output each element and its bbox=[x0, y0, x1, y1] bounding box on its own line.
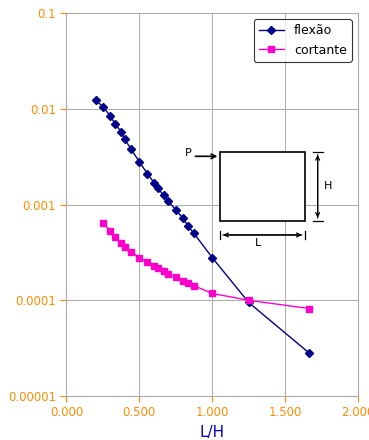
Line: flexão: flexão bbox=[93, 96, 313, 356]
flexão bbox=[173, 207, 178, 213]
flexão bbox=[181, 216, 185, 221]
cortante bbox=[152, 264, 156, 269]
flexão bbox=[93, 97, 98, 102]
cortante bbox=[181, 278, 185, 283]
flexão bbox=[192, 231, 196, 236]
flexão bbox=[166, 199, 170, 204]
cortante bbox=[210, 291, 214, 296]
Text: L: L bbox=[255, 238, 261, 248]
cortante bbox=[123, 245, 127, 250]
flexão bbox=[210, 255, 214, 260]
cortante bbox=[145, 260, 150, 265]
Text: P: P bbox=[184, 148, 191, 158]
flexão bbox=[152, 180, 156, 185]
Line: cortante: cortante bbox=[99, 219, 313, 312]
flexão bbox=[119, 129, 123, 134]
Text: H: H bbox=[324, 181, 332, 191]
cortante bbox=[108, 228, 112, 234]
cortante bbox=[246, 297, 251, 303]
flexão bbox=[101, 104, 105, 110]
cortante bbox=[166, 271, 170, 276]
cortante bbox=[137, 255, 142, 260]
flexão bbox=[155, 185, 160, 191]
cortante bbox=[129, 249, 133, 255]
flexão bbox=[246, 300, 251, 305]
flexão bbox=[145, 171, 150, 176]
flexão bbox=[137, 159, 142, 165]
cortante bbox=[161, 269, 166, 274]
cortante bbox=[113, 234, 117, 239]
cortante bbox=[186, 281, 190, 286]
cortante bbox=[192, 283, 196, 288]
Legend: flexão, cortante: flexão, cortante bbox=[254, 19, 352, 62]
cortante bbox=[307, 306, 311, 311]
flexão bbox=[113, 121, 117, 126]
Bar bbox=[220, 152, 305, 220]
cortante bbox=[155, 266, 160, 271]
cortante bbox=[101, 220, 105, 225]
X-axis label: L/H: L/H bbox=[200, 425, 225, 440]
flexão bbox=[123, 137, 127, 142]
flexão bbox=[307, 351, 311, 356]
cortante bbox=[173, 275, 178, 280]
flexão bbox=[129, 147, 133, 152]
cortante bbox=[119, 240, 123, 246]
flexão bbox=[186, 223, 190, 228]
Y-axis label: deslocam. (cm): deslocam. (cm) bbox=[0, 153, 2, 256]
flexão bbox=[108, 113, 112, 118]
flexão bbox=[161, 193, 166, 198]
